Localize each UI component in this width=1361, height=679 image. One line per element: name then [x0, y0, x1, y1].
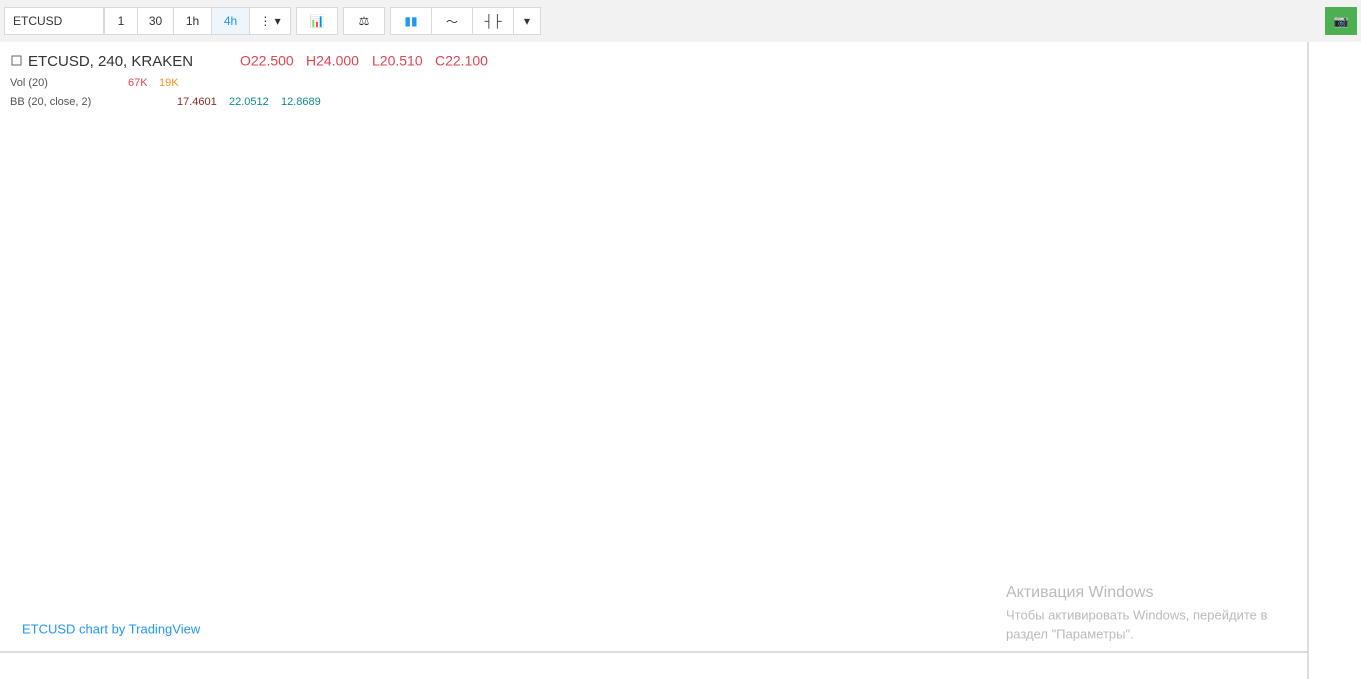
interval-button[interactable]: 30 [137, 7, 174, 35]
candles-button[interactable]: ▮▮ [390, 7, 432, 35]
watermark: ETCUSD chart by TradingView [22, 621, 201, 636]
study-value: 67K [128, 77, 148, 89]
study-title: Vol (20) [10, 77, 48, 89]
line-button[interactable]: 〜 [431, 7, 473, 35]
toolbar: ETCUSD 1 30 1h 4h ⋮ ▾ 📊 ⚖ ▮▮ 〜 ┤├ ▾ 📷 [0, 0, 1361, 43]
study-title: BB (20, close, 2) [10, 96, 91, 108]
symbol-title: ETCUSD, 240, KRAKEN [28, 53, 193, 70]
os-notice-text: Чтобы активировать Windows, перейдите в [1006, 607, 1268, 622]
bars-button[interactable]: ┤├ [472, 7, 514, 35]
chart: ETCUSD chart by TradingView Активация Wi… [0, 42, 1361, 679]
interval-button[interactable]: 4h [211, 7, 250, 35]
study-value: 12.8689 [281, 96, 321, 108]
symbol-input[interactable]: ETCUSD [4, 7, 104, 35]
chart-type-menu[interactable]: ▾ [513, 7, 541, 35]
study-value: 17.4601 [177, 96, 217, 108]
ohlc-value: O22.500 [240, 53, 294, 69]
interval-menu[interactable]: ⋮ ▾ [249, 7, 291, 35]
collapse-icon[interactable] [11, 55, 22, 66]
interval-button[interactable]: 1 [104, 7, 138, 35]
study-value: 19K [159, 77, 179, 89]
os-notice-text: раздел "Параметры". [1006, 626, 1134, 641]
interval-button[interactable]: 1h [173, 7, 212, 35]
snapshot-button[interactable]: 📷 [1325, 7, 1357, 35]
indicators-button[interactable]: 📊 [296, 7, 338, 35]
ohlc-value: C22.100 [435, 53, 488, 69]
study-value: 22.0512 [229, 96, 269, 108]
ohlc-value: L20.510 [372, 53, 423, 69]
compare-button[interactable]: ⚖ [343, 7, 385, 35]
os-notice-title: Активация Windows [1006, 584, 1153, 601]
chart-bg [0, 42, 1361, 679]
ohlc-value: H24.000 [306, 53, 359, 69]
